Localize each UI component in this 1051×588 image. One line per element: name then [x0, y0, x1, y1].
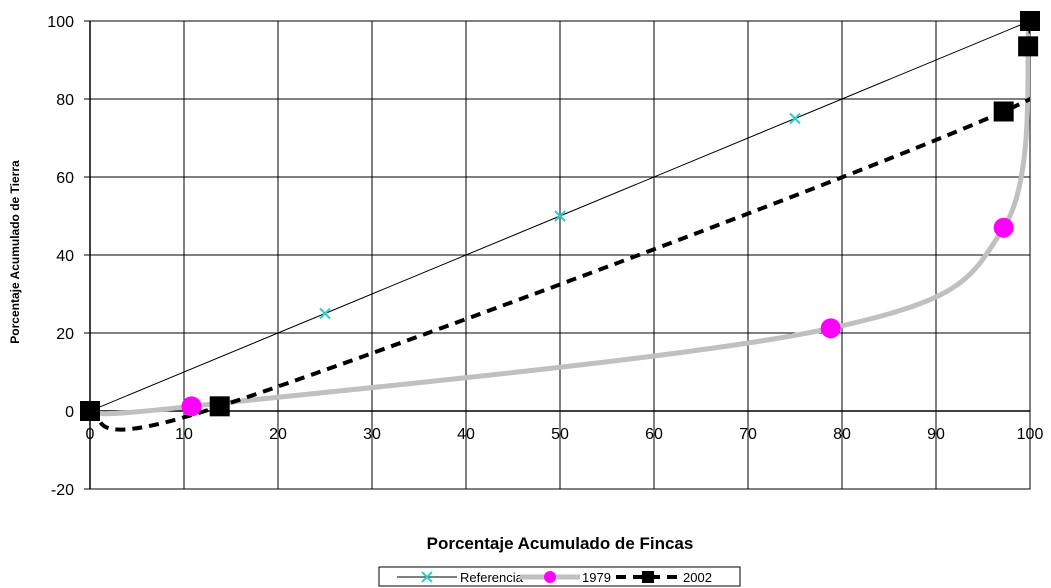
- y-tick-label: 100: [47, 14, 74, 31]
- data-point-referencia: [789, 112, 801, 125]
- marker-x-stroke: [789, 112, 801, 125]
- data-point-referencia: [554, 210, 566, 222]
- data-point-2002: [1018, 36, 1039, 57]
- y-tick-label: 0: [65, 404, 74, 421]
- marker-x-stroke: [319, 307, 331, 320]
- tick-labels: 0 10 20 30 40 50 60 70 80 90 100 -20 0 20 40 60 80 100: [47, 14, 1043, 499]
- legend-label-2002: 2002: [683, 570, 712, 585]
- x-tick-label: 40: [457, 426, 475, 443]
- x-tick-label: 20: [269, 426, 287, 443]
- data-point-2002: [80, 401, 100, 421]
- x-tick-label: 60: [645, 426, 663, 443]
- data-point-1979: [993, 217, 1014, 238]
- data-point-1979: [820, 318, 841, 339]
- legend: Referencia 1979 2002: [378, 566, 741, 587]
- legend-marker-2002: [642, 571, 654, 583]
- y-tick-label: 60: [56, 170, 74, 187]
- legend-label-referencia: Referencia: [460, 570, 524, 585]
- series-line-1979: [90, 21, 1030, 417]
- data-point-1979: [181, 396, 202, 417]
- marker-x-stroke: [421, 571, 433, 583]
- series-line-2002: [90, 21, 1030, 432]
- marker-x-stroke: [554, 210, 566, 222]
- legend-marker-1979: [544, 571, 556, 583]
- x-tick-label: 50: [551, 426, 569, 443]
- x-tick-label: 80: [833, 426, 851, 443]
- x-tick-label: 70: [739, 426, 757, 443]
- x-tick-label: 90: [927, 426, 945, 443]
- data-point-2002: [1020, 11, 1040, 31]
- x-axis-title: Porcentaje Acumulado de Fincas: [427, 534, 694, 553]
- data-point-2002: [209, 396, 230, 417]
- y-tick-label: -20: [51, 482, 74, 499]
- x-tick-label: 0: [86, 426, 95, 443]
- y-axis-title: Porcentaje Acumulado de Tierra: [8, 160, 22, 344]
- x-tick-label: 30: [363, 426, 381, 443]
- marker-layer: [80, 11, 1040, 421]
- x-tick-label: 10: [175, 426, 193, 443]
- data-point-referencia: [319, 307, 331, 320]
- data-point-2002: [993, 101, 1014, 122]
- y-tick-label: 80: [56, 92, 74, 109]
- y-tick-label: 40: [56, 248, 74, 265]
- x-tick-label: 100: [1017, 426, 1044, 443]
- legend-label-1979: 1979: [582, 570, 611, 585]
- y-tick-label: 20: [56, 326, 74, 343]
- legend-marker-referencia: [421, 571, 433, 583]
